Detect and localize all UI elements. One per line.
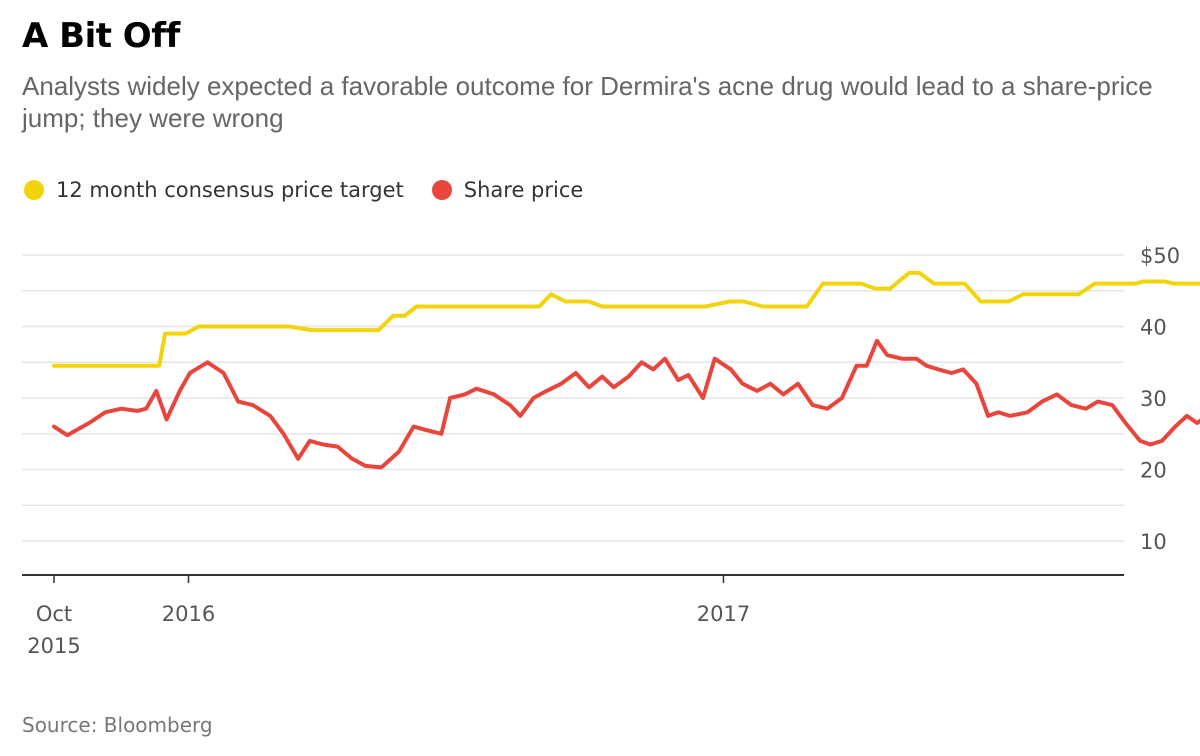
x-tick-label: 2017 bbox=[697, 602, 750, 626]
y-tick-label: 10 bbox=[1140, 530, 1167, 554]
series-line-target bbox=[52, 270, 1200, 368]
y-tick-label: 40 bbox=[1140, 316, 1167, 340]
source-note: Source: Bloomberg bbox=[22, 713, 213, 737]
y-tick-label: $50 bbox=[1140, 244, 1180, 268]
x-tick-label: 2015 bbox=[27, 634, 80, 658]
legend-price-dot bbox=[431, 180, 452, 200]
y-tick-label: 30 bbox=[1140, 387, 1167, 411]
legend-target-dot bbox=[24, 180, 44, 200]
legend-price-label: Share price bbox=[463, 178, 584, 202]
chart-legend: 12 month consensus price target Share pr… bbox=[24, 178, 611, 202]
series-line-price bbox=[52, 338, 1200, 470]
legend-target-label: 12 month consensus price target bbox=[56, 178, 404, 202]
x-tick-label: Oct bbox=[36, 602, 72, 626]
chart-title: A Bit Off bbox=[22, 16, 180, 56]
legend-item-price: Share price bbox=[431, 178, 584, 202]
legend-item-target: 12 month consensus price target bbox=[24, 178, 404, 202]
x-tick-label: 2016 bbox=[162, 602, 215, 626]
chart-subtitle: Analysts widely expected a favorable out… bbox=[22, 71, 1153, 133]
y-tick-label: 20 bbox=[1140, 459, 1167, 483]
